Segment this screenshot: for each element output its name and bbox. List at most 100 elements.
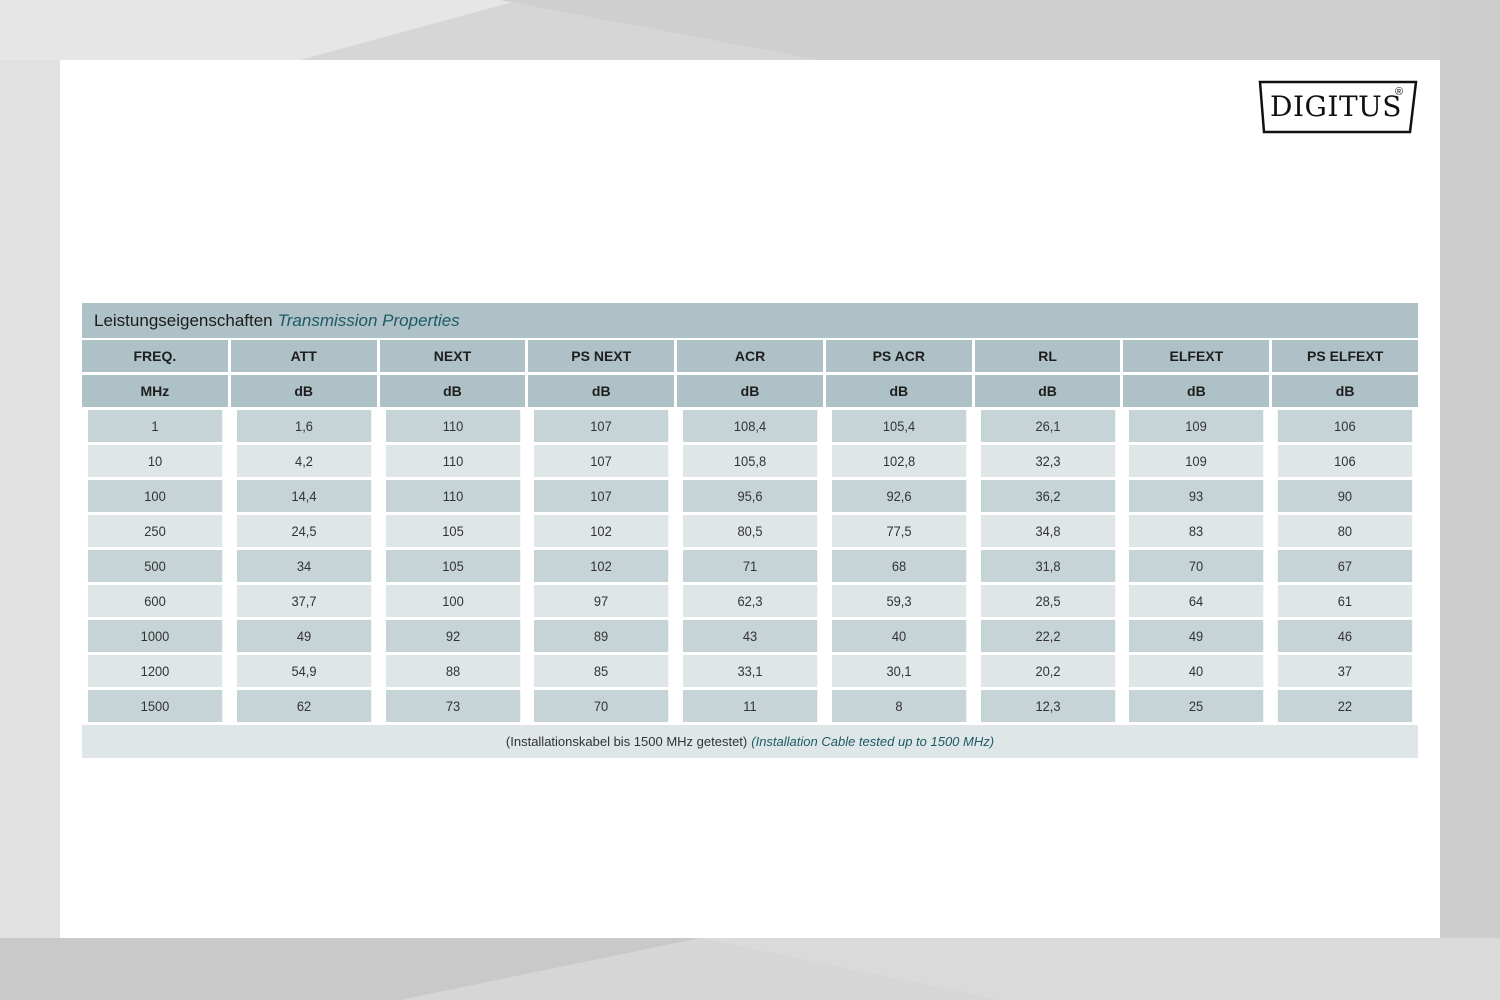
- table-row: 10 4,2 110 107 105,8 102,8 32,3 109 106: [82, 445, 1418, 480]
- table-cell: 102: [534, 550, 672, 585]
- table-cell: 92: [385, 620, 523, 655]
- table-cell: 85: [534, 655, 672, 690]
- header-cell: ACR: [677, 340, 826, 375]
- table-cell: 43: [683, 620, 820, 655]
- table-cell: 107: [534, 410, 672, 445]
- table-cell: 32,3: [980, 445, 1118, 480]
- digitus-logo: DIGITUS ®: [1258, 80, 1418, 134]
- logo-frame: [1258, 80, 1418, 134]
- table-cell: 106: [1278, 445, 1413, 480]
- table-row: 1 1,6 110 107 108,4 105,4 26,1 109 106: [82, 410, 1418, 445]
- header-cell: PS ACR: [825, 340, 975, 375]
- table-cell: 90: [1278, 480, 1413, 515]
- table-cell: 110: [385, 480, 523, 515]
- table-cell: 26,1: [980, 410, 1118, 445]
- table-cell: 1,6: [236, 410, 374, 445]
- table-cell: 107: [534, 480, 672, 515]
- table-cell: 25: [1129, 690, 1267, 725]
- table-cell: 73: [385, 690, 523, 725]
- table-cell: 80: [1278, 515, 1413, 550]
- table-row: 1200 54,9 88 85 33,1 30,1 20,2 40 37: [82, 655, 1418, 690]
- table-cell: 71: [683, 550, 820, 585]
- table-title-english: Transmission Properties: [277, 310, 460, 330]
- header-cell: PS ELFEXT: [1272, 340, 1419, 375]
- header-cell: ELFEXT: [1123, 340, 1273, 375]
- table-cell: 106: [1278, 410, 1413, 445]
- header-cell: PS NEXT: [528, 340, 678, 375]
- table-cell: 31,8: [980, 550, 1118, 585]
- unit-cell: dB: [230, 375, 380, 410]
- table-cell: 70: [1129, 550, 1267, 585]
- table-title: Leistungseigenschaften Transmission Prop…: [82, 303, 1418, 338]
- table-cell: 37,7: [236, 585, 374, 620]
- table-cell: 40: [1129, 655, 1267, 690]
- table-cell: 4,2: [236, 445, 374, 480]
- table-cell: 83: [1129, 515, 1267, 550]
- table-cell: 11: [683, 690, 820, 725]
- table-cell: 105,8: [683, 445, 820, 480]
- table-row: 600 37,7 100 97 62,3 59,3 28,5 64 61: [82, 585, 1418, 620]
- table-cell: 49: [1129, 620, 1267, 655]
- table-row: 1500 62 73 70 11 8 12,3 25 22: [82, 690, 1418, 725]
- unit-cell: MHz: [82, 375, 231, 410]
- table-row: 100 14,4 110 107 95,6 92,6 36,2 93 90: [82, 480, 1418, 515]
- unit-cell: dB: [677, 375, 826, 410]
- spec-card: DIGITUS ® Leistungseigenschaften Transmi…: [60, 60, 1440, 938]
- table-cell: 49: [236, 620, 374, 655]
- table-cell: 108,4: [683, 410, 820, 445]
- table-cell: 67: [1278, 550, 1413, 585]
- table-cell: 70: [534, 690, 672, 725]
- table-cell: 1: [87, 410, 225, 445]
- table-cell: 100: [87, 480, 225, 515]
- table-cell: 36,2: [980, 480, 1118, 515]
- table-cell: 62: [236, 690, 374, 725]
- table-cell: 22,2: [980, 620, 1118, 655]
- unit-row: MHz dB dB dB dB dB dB dB dB: [82, 375, 1419, 410]
- table-row: 500 34 105 102 71 68 31,8 70 67: [82, 550, 1418, 585]
- table-cell: 59,3: [831, 585, 969, 620]
- table-cell: 95,6: [683, 480, 820, 515]
- table-cell: 250: [87, 515, 225, 550]
- unit-cell: dB: [379, 375, 529, 410]
- table-cell: 46: [1278, 620, 1413, 655]
- table-cell: 61: [1278, 585, 1413, 620]
- table-cell: 105: [385, 515, 523, 550]
- table-cell: 97: [534, 585, 672, 620]
- footer-note-english: (Installation Cable tested up to 1500 MH…: [751, 734, 995, 749]
- table-cell: 12,3: [980, 690, 1118, 725]
- table-cell: 80,5: [683, 515, 820, 550]
- table-cell: 24,5: [236, 515, 374, 550]
- table-cell: 30,1: [831, 655, 969, 690]
- table-cell: 34,8: [980, 515, 1118, 550]
- unit-cell: dB: [1272, 375, 1419, 410]
- table-cell: 88: [385, 655, 523, 690]
- table-cell: 34: [236, 550, 374, 585]
- table-cell: 77,5: [831, 515, 969, 550]
- footer-note-german: (Installationskabel bis 1500 MHz geteste…: [505, 734, 748, 749]
- table-cell: 1500: [87, 690, 225, 725]
- table-cell: 10: [87, 445, 225, 480]
- table-cell: 110: [385, 410, 523, 445]
- table-cell: 64: [1129, 585, 1267, 620]
- table-cell: 100: [385, 585, 523, 620]
- logo-text: DIGITUS: [1270, 90, 1402, 123]
- table-cell: 28,5: [980, 585, 1118, 620]
- table-cell: 107: [534, 445, 672, 480]
- header-row: FREQ. ATT NEXT PS NEXT ACR PS ACR RL ELF…: [82, 340, 1419, 375]
- table-cell: 1000: [87, 620, 225, 655]
- table-cell: 89: [534, 620, 672, 655]
- table-cell: 600: [87, 585, 225, 620]
- table-cell: 37: [1278, 655, 1413, 690]
- header-cell: NEXT: [379, 340, 529, 375]
- table-footer: (Installationskabel bis 1500 MHz geteste…: [82, 725, 1418, 758]
- table-cell: 54,9: [236, 655, 374, 690]
- header-cell: RL: [974, 340, 1124, 375]
- table-cell: 110: [385, 445, 523, 480]
- table-cell: 109: [1129, 445, 1267, 480]
- table-cell: 109: [1129, 410, 1267, 445]
- header-cell: ATT: [230, 340, 380, 375]
- table-cell: 1200: [87, 655, 225, 690]
- table-cell: 105,4: [831, 410, 969, 445]
- unit-cell: dB: [528, 375, 678, 410]
- registered-mark: ®: [1395, 86, 1404, 98]
